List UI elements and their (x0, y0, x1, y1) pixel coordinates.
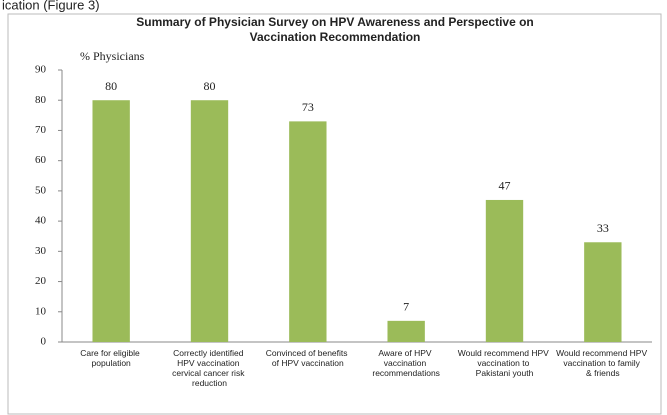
bar (584, 242, 622, 342)
chart-title: Vaccination Recommendation (250, 30, 421, 44)
x-tick-label: Convinced of benefits of HPV vaccination (266, 348, 350, 368)
data-label: 7 (403, 300, 409, 314)
bar (289, 121, 327, 342)
data-label: 80 (105, 79, 117, 93)
y-tick-label: 50 (35, 184, 47, 196)
caption: ication (Figure 3) (2, 0, 100, 12)
bar (92, 100, 130, 342)
y-tick-label: 90 (35, 64, 47, 76)
data-label: 73 (302, 100, 314, 114)
chart-title: Summary of Physician Survey on HPV Aware… (136, 15, 534, 29)
y-tick-label: 40 (35, 215, 47, 227)
data-label: 33 (597, 221, 609, 235)
data-label: 47 (499, 179, 511, 193)
y-tick-label: 30 (35, 245, 47, 257)
data-label: 80 (204, 79, 216, 93)
x-tick-label: Would recommend HPV vaccination to famil… (556, 348, 649, 378)
bar (485, 199, 524, 342)
y-tick-label: 80 (35, 94, 47, 106)
y-tick-label: 20 (35, 275, 47, 287)
x-tick-label: Would recommend HPV vaccination to Pakis… (458, 348, 551, 378)
x-tick-label: Care for eligible population (80, 348, 142, 368)
y-tick-label: 60 (35, 154, 47, 166)
y-axis-label: % Physicians (80, 49, 145, 63)
bar (190, 100, 229, 342)
y-tick-label: 10 (35, 305, 47, 317)
x-tick-label: Correctly identified HPV vaccination cer… (172, 348, 247, 388)
y-tick-label: 0 (41, 336, 47, 348)
y-tick-label: 70 (35, 124, 47, 136)
bar (387, 320, 425, 342)
x-tick-label: Aware of HPV vaccination recommendations (372, 348, 440, 378)
